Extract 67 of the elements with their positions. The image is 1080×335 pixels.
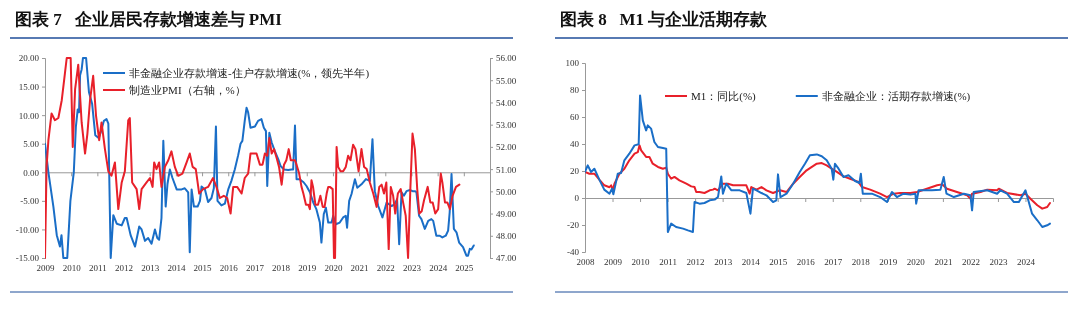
x-tick-label: 2011 xyxy=(659,257,677,268)
y2-tick-label: 53.00 xyxy=(496,120,517,131)
legend-label: 制造业PMI（右轴，%） xyxy=(129,84,246,96)
x-tick-label: 2009 xyxy=(36,263,55,274)
chart-title: 图表 7 企业居民存款增速差与 PMI xyxy=(15,10,283,29)
y2-tick-label: 47.00 xyxy=(496,253,517,264)
x-tick-label: 2013 xyxy=(141,263,160,274)
x-tick-label: 2009 xyxy=(604,257,623,268)
legend-label: 非金融企业：活期存款增速(%) xyxy=(821,90,971,103)
y-tick-label: -5.00 xyxy=(20,196,40,207)
y2-tick-label: 54.00 xyxy=(496,97,517,108)
x-tick-label: 2023 xyxy=(989,257,1008,268)
x-tick-label: 2020 xyxy=(906,257,926,268)
x-tick-label: 2014 xyxy=(167,263,186,274)
y-tick-label: 80 xyxy=(570,85,580,96)
y2-tick-label: 51.00 xyxy=(496,164,517,175)
x-tick-label: 2010 xyxy=(62,263,82,274)
y-tick-label: 15.00 xyxy=(18,81,40,92)
y-tick-label: 60 xyxy=(570,112,580,123)
y-tick-label: -20 xyxy=(567,220,580,231)
y-tick-label: 20.00 xyxy=(18,53,40,64)
x-tick-label: 2014 xyxy=(741,257,761,268)
x-tick-label: 2018 xyxy=(851,257,871,268)
x-tick-label: 2024 xyxy=(429,263,448,274)
y2-tick-label: 48.00 xyxy=(496,231,517,242)
chart-title: 图表 8 M1 与企业活期存款 xyxy=(560,10,769,29)
y-tick-label: 0.00 xyxy=(23,167,40,178)
x-tick-label: 2020 xyxy=(324,263,343,274)
x-tick-label: 2018 xyxy=(272,263,291,274)
x-tick-label: 2021 xyxy=(934,257,953,268)
x-tick-label: 2017 xyxy=(245,263,265,274)
x-tick-label: 2013 xyxy=(714,257,733,268)
x-tick-label: 2010 xyxy=(631,257,651,268)
x-tick-label: 2008 xyxy=(576,257,595,268)
x-tick-label: 2011 xyxy=(89,263,107,274)
y-tick-label: 5.00 xyxy=(23,139,40,150)
x-tick-label: 2016 xyxy=(796,257,816,268)
x-tick-label: 2012 xyxy=(115,263,134,274)
x-tick-label: 2012 xyxy=(686,257,705,268)
y2-tick-label: 56.00 xyxy=(496,53,517,64)
line-series xyxy=(585,144,1051,210)
legend-label: M1：同比(%) xyxy=(691,90,757,103)
x-tick-label: 2015 xyxy=(769,257,788,268)
legend-label: 非金融企业存款增速-住户存款增速(%，领先半年) xyxy=(129,67,370,80)
y2-tick-label: 52.00 xyxy=(496,142,517,153)
x-tick-label: 2025 xyxy=(455,263,474,274)
x-tick-label: 2017 xyxy=(824,257,843,268)
x-tick-label: 2022 xyxy=(376,263,395,274)
y-tick-label: 0 xyxy=(574,193,580,204)
x-tick-label: 2021 xyxy=(350,263,369,274)
x-tick-label: 2019 xyxy=(879,257,898,268)
x-tick-label: 2015 xyxy=(193,263,213,274)
y2-tick-label: 49.00 xyxy=(496,208,517,219)
y-tick-label: 20 xyxy=(570,166,580,177)
x-tick-label: 2019 xyxy=(298,263,317,274)
y-tick-label: 100 xyxy=(565,58,580,69)
x-tick-label: 2016 xyxy=(219,263,239,274)
x-tick-label: 2022 xyxy=(961,257,980,268)
y2-tick-label: 55.00 xyxy=(496,75,517,86)
y-tick-label: 40 xyxy=(570,139,580,150)
y2-tick-label: 50.00 xyxy=(496,186,517,197)
y-tick-label: 10.00 xyxy=(18,110,40,121)
x-tick-label: 2024 xyxy=(1016,257,1036,268)
x-tick-label: 2023 xyxy=(402,263,422,274)
y-tick-label: -40 xyxy=(567,247,580,258)
y-tick-label: -10.00 xyxy=(15,224,40,235)
y-tick-label: -15.00 xyxy=(15,253,40,264)
